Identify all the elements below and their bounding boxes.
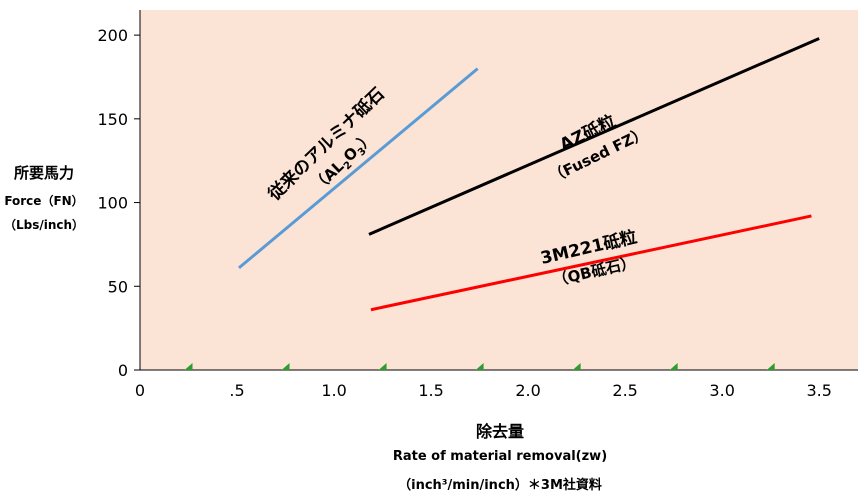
x-tick-label: 0 [135,381,145,400]
axes: 0 50 100 150 200 0 .5 1.0 1.5 2.0 2.5 3.0 3.5 [97,10,858,400]
x-axis-label-en: Rate of material removal(zw) [392,449,608,464]
series-line-2 [370,214,812,312]
y-axis-label-unit: （Lbs/inch） [3,218,85,232]
series-line-0 [238,67,479,270]
series-lines [238,37,820,312]
x-minor-tick-marker [669,363,678,370]
plot-area [140,10,858,370]
x-minor-tick-marker [475,363,484,370]
y-tick-label: 150 [97,110,128,129]
x-tick-label: 3.5 [806,381,831,400]
x-tick-label: 1.5 [418,381,443,400]
y-tick-label: 100 [97,194,128,213]
x-minor-tick-marker [572,363,581,370]
x-axis-label-unit: （inch³/min/inch）＊3M社資料 [398,478,602,493]
y-tick-label: 0 [118,361,128,380]
x-minor-tick-marker [281,363,290,370]
x-axis-label-ja: 除去量 [475,422,524,441]
x-tick-label: 2.0 [515,381,540,400]
y-axis-label-en: Force（FN） [4,194,84,208]
series-line-1 [368,37,820,236]
y-axis-label-ja: 所要馬力 [13,164,74,182]
y-tick-label: 50 [108,277,128,296]
x-tick-label: 1.0 [321,381,346,400]
x-tick-label: .5 [229,381,244,400]
x-minor-tick-marker [184,363,193,370]
x-minor-tick-marker [766,363,775,370]
x-tick-label: 3.0 [709,381,734,400]
x-minor-tick-marker [378,363,387,370]
x-tick-label: 2.5 [612,381,637,400]
y-tick-label: 200 [97,26,128,45]
